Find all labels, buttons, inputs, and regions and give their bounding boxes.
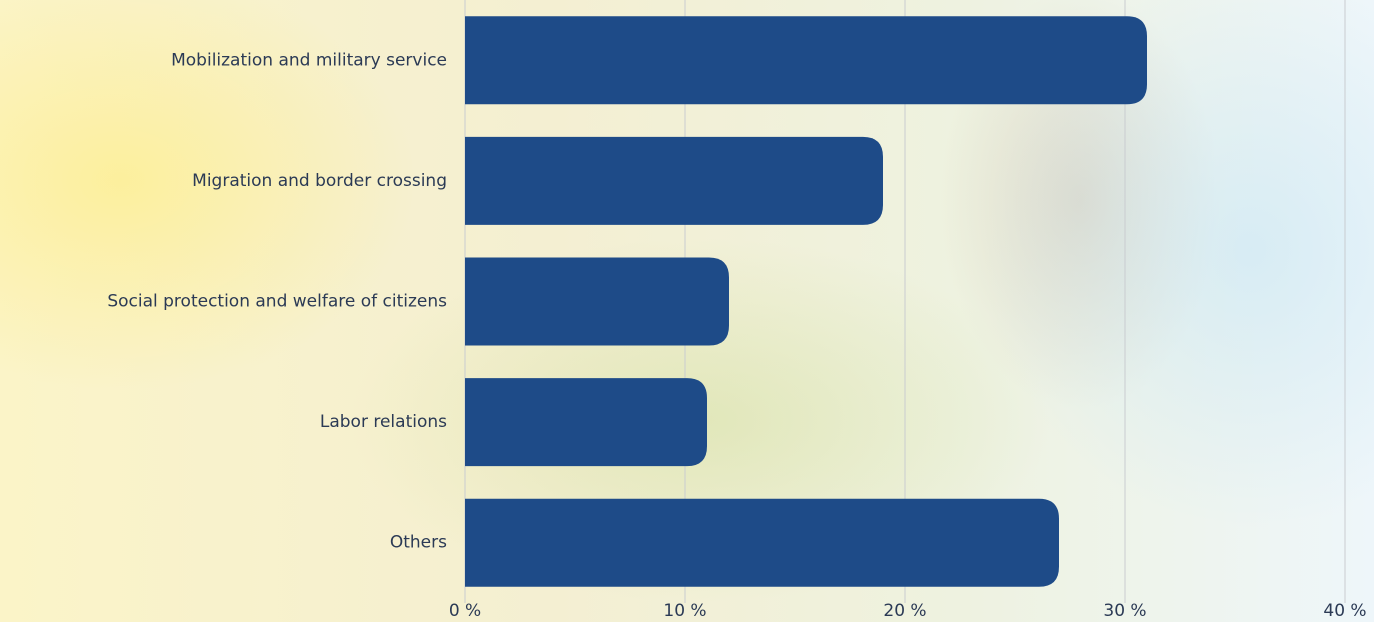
- bar: [465, 257, 729, 346]
- x-tick-label: 40 %: [1323, 601, 1366, 621]
- y-tick-label: Social protection and welfare of citizen…: [107, 292, 447, 312]
- x-tick-label: 30 %: [1103, 601, 1146, 621]
- y-tick-label: Labor relations: [320, 412, 447, 432]
- y-tick-label: Others: [390, 533, 447, 553]
- bar: [465, 378, 707, 467]
- y-tick-label: Mobilization and military service: [171, 50, 447, 70]
- bar: [465, 498, 1059, 587]
- y-tick-label: Migration and border crossing: [192, 171, 447, 191]
- bar: [465, 16, 1147, 105]
- x-tick-label: 10 %: [663, 601, 706, 621]
- bar: [465, 136, 883, 225]
- x-tick-label: 20 %: [883, 601, 926, 621]
- x-tick-label: 0 %: [449, 601, 481, 621]
